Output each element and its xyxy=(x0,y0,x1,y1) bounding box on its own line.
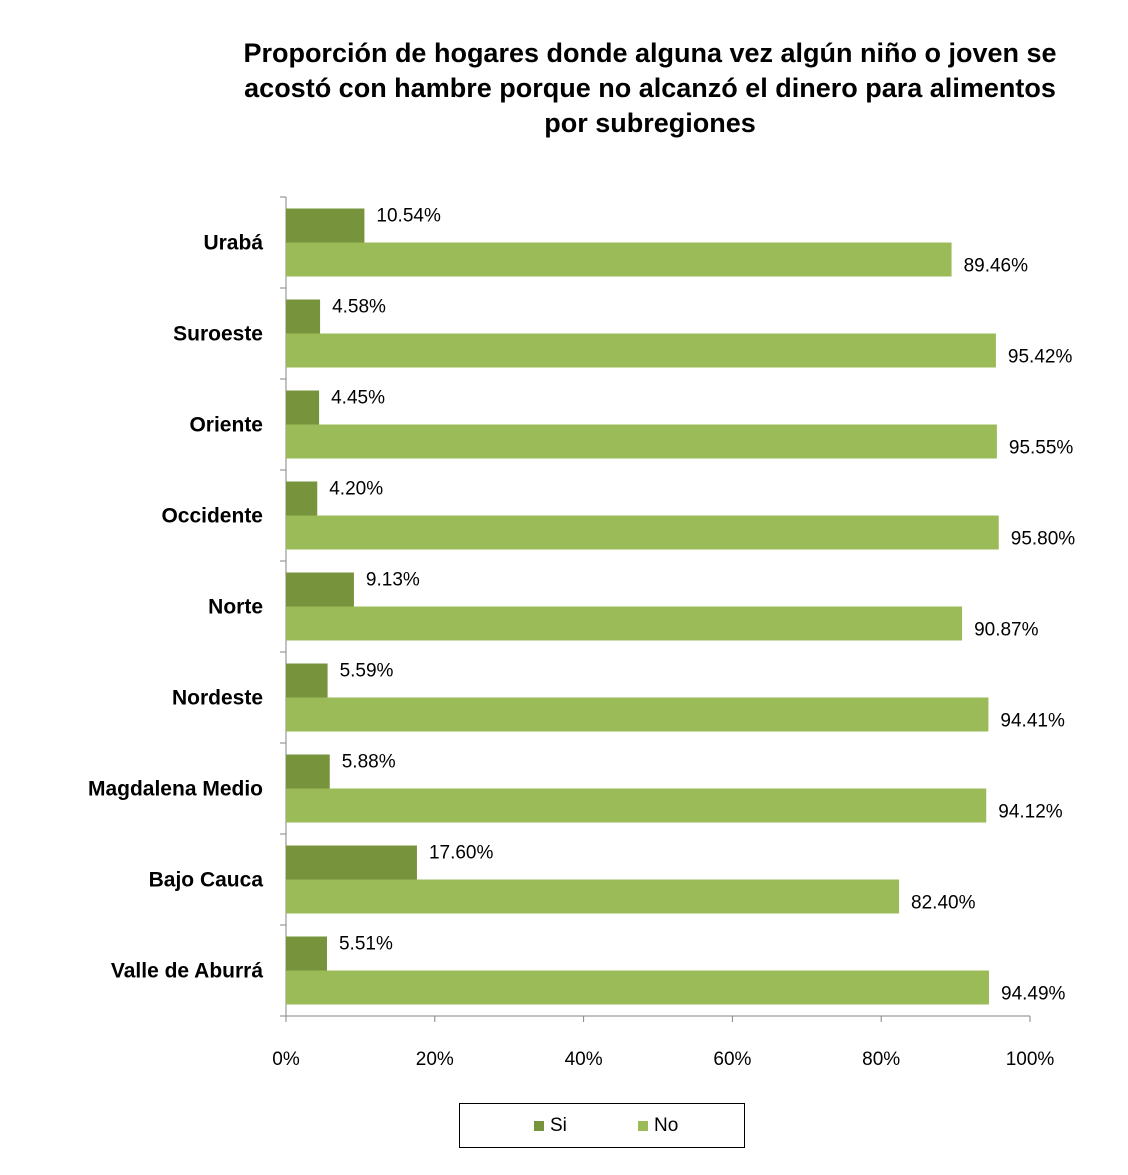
data-label-si: 5.88% xyxy=(342,752,396,773)
data-label-si: 4.58% xyxy=(332,297,386,318)
x-tick-label: 100% xyxy=(1006,1049,1055,1070)
category-label: Magdalena Medio xyxy=(88,778,263,801)
data-label-no: 95.80% xyxy=(1011,529,1076,550)
category-label: Occidente xyxy=(161,505,263,528)
bar-no xyxy=(286,424,997,459)
data-label-si: 4.20% xyxy=(329,479,383,500)
bar-no xyxy=(286,515,999,550)
data-label-no: 90.87% xyxy=(974,620,1039,641)
data-label-si: 9.13% xyxy=(366,570,420,591)
bar-no xyxy=(286,606,963,641)
chart-title-line-2: acostó con hambre porque no alcanzó el d… xyxy=(244,73,1056,103)
category-label: Urabá xyxy=(203,232,263,255)
bar-si xyxy=(286,390,320,425)
category-label: Nordeste xyxy=(172,687,263,710)
category-label: Suroeste xyxy=(173,323,263,346)
bar-si xyxy=(286,754,330,789)
data-label-no: 94.41% xyxy=(1000,711,1065,732)
legend-item-no: No xyxy=(638,1116,678,1136)
x-tick-label: 0% xyxy=(272,1049,300,1070)
category-label: Norte xyxy=(208,596,263,619)
bar-no xyxy=(286,879,900,914)
data-label-no: 82.40% xyxy=(911,893,976,914)
bar-no xyxy=(286,697,989,732)
data-label-si: 17.60% xyxy=(429,843,494,864)
data-label-si: 5.51% xyxy=(339,934,393,955)
data-label-si: 5.59% xyxy=(340,661,394,682)
bar-si xyxy=(286,663,328,698)
bar-si xyxy=(286,208,365,243)
data-label-si: 4.45% xyxy=(331,388,385,409)
data-label-no: 95.55% xyxy=(1009,438,1074,459)
legend-swatch-si xyxy=(534,1121,544,1131)
data-label-no: 94.12% xyxy=(998,802,1063,823)
legend: Si No xyxy=(459,1103,745,1148)
chart-title: Proporción de hogares donde alguna vez a… xyxy=(200,36,1100,141)
x-tick-label: 60% xyxy=(713,1049,751,1070)
bar-si xyxy=(286,936,327,971)
bar-no xyxy=(286,333,996,368)
x-tick-label: 80% xyxy=(862,1049,900,1070)
x-tick-label: 40% xyxy=(565,1049,603,1070)
bar-si xyxy=(286,845,417,880)
data-label-si: 10.54% xyxy=(376,206,441,227)
data-label-no: 95.42% xyxy=(1008,347,1073,368)
bar-si xyxy=(286,481,318,516)
category-label: Valle de Aburrá xyxy=(111,960,263,983)
data-label-no: 89.46% xyxy=(964,256,1029,277)
x-tick-label: 20% xyxy=(416,1049,454,1070)
chart-title-line-1: Proporción de hogares donde alguna vez a… xyxy=(243,38,1057,68)
bar-si xyxy=(286,299,321,334)
bar-no xyxy=(286,970,990,1005)
legend-swatch-no xyxy=(638,1121,648,1131)
data-label-no: 94.49% xyxy=(1001,984,1066,1005)
bar-si xyxy=(286,572,354,607)
legend-label-si: Si xyxy=(550,1115,567,1136)
category-label: Oriente xyxy=(189,414,263,437)
category-label: Bajo Cauca xyxy=(149,869,264,892)
legend-label-no: No xyxy=(654,1115,679,1136)
bar-no xyxy=(286,242,952,277)
chart-title-line-3: por subregiones xyxy=(544,108,756,138)
legend-item-si: Si xyxy=(534,1116,567,1136)
bar-no xyxy=(286,788,987,823)
